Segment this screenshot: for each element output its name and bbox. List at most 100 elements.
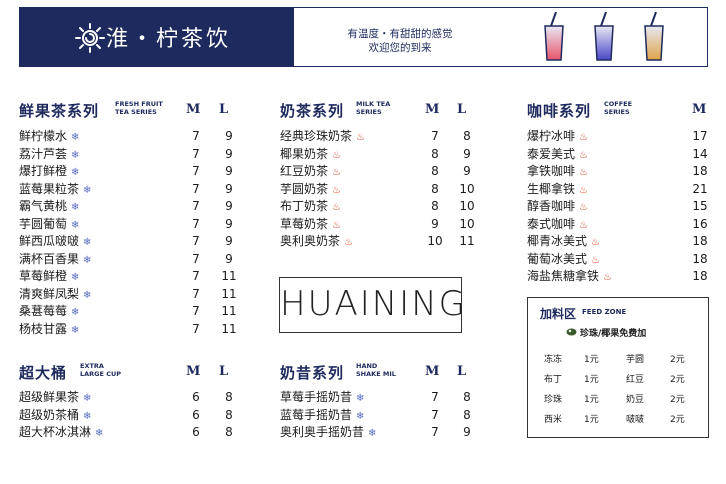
menu-item-name: 红豆奶茶	[280, 164, 329, 178]
feed-zone-title: 加料区	[540, 307, 577, 321]
brand-block: 淮・柠茶饮	[20, 8, 294, 66]
menu-item-price: 18	[692, 164, 708, 178]
milk-tea-en-1: MILK TEA	[356, 100, 391, 108]
menu-item-name: 经典珍珠奶茶	[280, 129, 353, 143]
menu-item-row: 满杯百香果 ❄ 7 9	[19, 251, 249, 269]
coffee-m-header: M	[692, 102, 707, 117]
menu-item-name: 清爽鲜凤梨	[19, 286, 80, 301]
pearl-icon	[566, 328, 577, 336]
menu-item-price-l: 10	[459, 216, 475, 231]
flame-icon: ♨	[579, 202, 588, 213]
menu-item-price-m: 7	[192, 216, 200, 231]
coffee-en-1: COFFEE	[604, 100, 633, 108]
feed-item-name: 布丁	[544, 375, 563, 385]
menu-item-price-l: 9	[225, 146, 233, 161]
menu-item-price-m: 7	[192, 234, 200, 248]
snowflake-icon: ❄	[83, 289, 92, 301]
snowflake-icon: ❄	[71, 324, 80, 336]
feed-zone-en: FEED ZONE	[582, 308, 627, 316]
menu-item-name: 草莓鲜橙	[19, 269, 68, 283]
menu-item-name: 布丁奶茶	[280, 199, 329, 213]
large-cup-en: EXTRA LARGE CUP	[80, 362, 121, 378]
menu-item-row: 奥利奥奶茶 ♨ 10 11	[280, 233, 480, 251]
feed-item-price: 2元	[670, 375, 685, 385]
menu-item-name: 海盐焦糖拿铁	[527, 269, 600, 283]
menu-item-price-l: 11	[221, 269, 237, 283]
milk-tea-l-header: L	[457, 102, 467, 117]
menu-item-price-m: 9	[431, 216, 439, 231]
menu-item-price-m: 7	[192, 286, 200, 301]
flame-icon: ♨	[344, 237, 353, 248]
snowflake-icon: ❄	[71, 307, 80, 318]
menu-item-name: 超级鲜果茶	[19, 390, 80, 404]
menu-item-price-m: 7	[192, 146, 200, 161]
feed-item-price: 1元	[584, 415, 599, 425]
menu-item-price-m: 7	[431, 407, 439, 422]
menu-item-name: 蓝莓手摇奶昔	[280, 407, 353, 422]
fruit-tea-l-header: L	[219, 102, 229, 117]
menu-item-row: 生椰拿铁 ♨ 21	[527, 181, 717, 199]
menu-item-name: 蓝莓果粒茶	[19, 181, 80, 196]
snowflake-icon: ❄	[71, 272, 80, 283]
fruit-tea-m-header: M	[186, 102, 201, 117]
menu-item-price: 17	[692, 129, 708, 143]
flame-icon: ♨	[591, 254, 600, 266]
feed-item-name: 珍珠	[544, 395, 563, 405]
menu-item-price-m: 7	[192, 251, 200, 266]
snowflake-icon: ❄	[71, 132, 80, 143]
menu-item-name: 超大杯冰淇淋	[19, 425, 92, 439]
snowflake-icon: ❄	[356, 393, 365, 404]
menu-item-name: 鲜西瓜啵啵	[19, 234, 80, 248]
menu-item-price-l: 9	[225, 181, 233, 196]
menu-item-name: 泰爱美式	[527, 146, 576, 161]
menu-item-row: 椰青冰美式 ♨ 18	[527, 233, 717, 251]
flame-icon: ♨	[332, 219, 341, 231]
menu-item-price-l: 11	[221, 304, 237, 318]
menu-item-row: 爆打鲜橙 ❄ 7 9	[19, 163, 249, 181]
menu-item-row: 超级鲜果茶 ❄ 6 8	[19, 389, 249, 407]
menu-item-row: 拿铁咖啡 ♨ 18	[527, 163, 717, 181]
menu-item-row: 葡萄冰美式 ♨ 18	[527, 251, 717, 269]
menu-item-price-l: 8	[225, 407, 233, 422]
menu-item-price-l: 9	[225, 129, 233, 143]
menu-item-price: 14	[692, 146, 708, 161]
snowflake-icon: ❄	[71, 219, 80, 231]
feed-item-name: 冻冻	[544, 355, 563, 365]
milk-tea-en-2: SERIES	[356, 107, 382, 116]
menu-item-name: 泰式咖啡	[527, 216, 576, 231]
large-cup-title: 超大桶	[19, 364, 68, 382]
menu-item-price-m: 7	[431, 425, 439, 439]
menu-item-price-l: 11	[221, 321, 237, 336]
feed-item-name: 啵啵	[626, 415, 645, 425]
menu-item-row: 桑葚莓莓 ❄ 7 11	[19, 303, 249, 321]
flame-icon: ♨	[579, 132, 588, 143]
menu-item-name: 芋圆葡萄	[19, 216, 68, 231]
menu-item-price-l: 11	[459, 234, 475, 248]
menu-item-price-l: 9	[463, 164, 471, 178]
menu-item-price: 16	[692, 216, 708, 231]
menu-item-price-m: 7	[192, 321, 200, 336]
milk-tea-en: MILK TEA SERIES	[356, 100, 391, 116]
shake-l-header: L	[457, 364, 467, 379]
fruit-tea-en-1: FRESH FRUIT	[115, 100, 163, 108]
drink-cup-icon	[644, 12, 664, 61]
slogan-line-1: 有温度・有甜甜的感觉	[347, 28, 453, 40]
snowflake-icon: ❄	[83, 410, 92, 422]
menu-item-price-m: 6	[192, 425, 200, 439]
menu-item-price-l: 9	[225, 234, 233, 248]
snowflake-icon: ❄	[71, 167, 80, 178]
menu-item-row: 清爽鲜凤梨 ❄ 7 11	[19, 286, 249, 304]
flame-icon: ♨	[332, 149, 341, 161]
menu-item-name: 超级奶茶桶	[19, 407, 80, 422]
menu-item-price-l: 8	[225, 425, 233, 439]
menu-item-row: 布丁奶茶 ♨ 8 10	[280, 198, 480, 216]
menu-item-price: 18	[692, 234, 708, 248]
menu-item-name: 拿铁咖啡	[527, 164, 576, 178]
menu-item-name: 桑葚莓莓	[19, 304, 68, 318]
menu-item-price-l: 8	[225, 390, 233, 404]
menu-item-row: 超大杯冰淇淋 ❄ 6 8	[19, 424, 249, 442]
flame-icon: ♨	[332, 167, 341, 178]
slogan: 有温度・有甜甜的感觉 欢迎您的到来	[320, 27, 480, 55]
menu-item-row: 蓝莓手摇奶昔 ❄ 7 8	[280, 407, 480, 425]
flame-icon: ♨	[579, 149, 588, 161]
